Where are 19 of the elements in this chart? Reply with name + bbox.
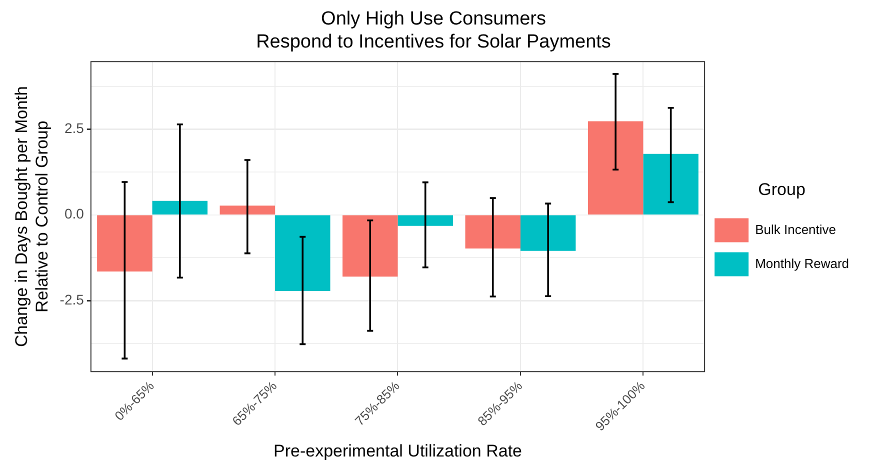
bar	[152, 200, 208, 214]
bar	[342, 215, 398, 277]
legend-label: Bulk Incentive	[755, 222, 836, 237]
y-axis-title: Change in Days Bought per Month Relative to Control Group	[12, 86, 52, 348]
x-axis-title: Pre-experimental Utilization Rate	[274, 441, 522, 460]
bar	[275, 215, 330, 292]
bar	[643, 154, 698, 214]
y-tick-label: 0.0	[64, 206, 84, 222]
y-tick-label: 2.5	[64, 120, 84, 136]
legend-label: Monthly Reward	[755, 256, 850, 271]
bar	[97, 215, 152, 272]
bar	[398, 215, 453, 226]
chart-title: Only High Use Consumers Respond to Incentives for Solar Payments	[256, 8, 611, 52]
y-tick-label: -2.5	[60, 291, 84, 308]
legend-title: Group	[758, 180, 806, 199]
bar	[220, 206, 276, 214]
bar	[520, 215, 576, 251]
bar	[465, 215, 520, 248]
bar	[588, 121, 644, 214]
